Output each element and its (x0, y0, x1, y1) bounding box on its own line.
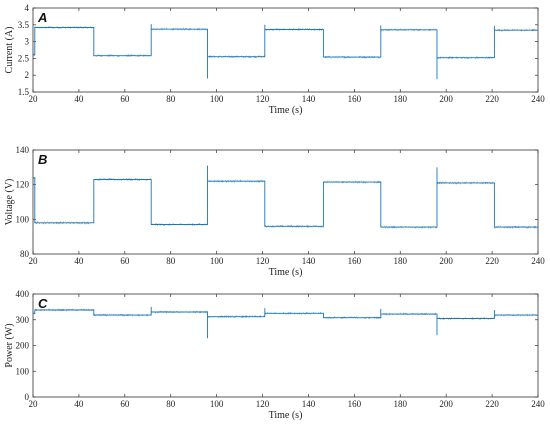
x-tick-label: 100 (210, 94, 224, 104)
x-tick-label: 140 (302, 399, 316, 409)
x-tick-label: 100 (210, 399, 224, 409)
y-tick-label: 3 (25, 37, 30, 47)
y-tick-label: 1.5 (18, 87, 30, 97)
y-tick-label: 0 (25, 392, 30, 402)
x-tick-label: 120 (256, 256, 270, 266)
series-line (33, 27, 538, 59)
x-tick-label: 220 (485, 399, 499, 409)
x-tick-label: 20 (29, 256, 39, 266)
plot-area (33, 24, 538, 80)
x-tick-label: 180 (394, 399, 408, 409)
x-tick-label: 200 (439, 94, 453, 104)
x-tick-label: 120 (256, 94, 270, 104)
y-tick-label: 140 (16, 145, 30, 155)
x-axis-label: Time (s) (269, 267, 303, 278)
y-axis-label: Voltage (V) (4, 179, 15, 226)
panel-c: 20 40 60 80 100 120 140 160 180 200 220 240 0 100 200 3… (4, 289, 545, 421)
plot-area (33, 165, 538, 229)
x-tick-label: 100 (210, 256, 224, 266)
x-tick-label: 20 (29, 399, 39, 409)
x-tick-label: 140 (302, 256, 316, 266)
x-tick-label: 60 (120, 256, 130, 266)
x-tick-label: 140 (302, 94, 316, 104)
plot-frame (32, 293, 539, 398)
x-tick-label: 160 (348, 256, 362, 266)
y-tick-label: 120 (16, 180, 30, 190)
x-tick-label: 40 (74, 399, 84, 409)
y-tick-label: 2.5 (18, 53, 30, 63)
x-tick-label: 80 (166, 256, 176, 266)
x-tick-label: 200 (439, 399, 453, 409)
series-line (33, 309, 538, 319)
y-tick-label: 80 (20, 249, 30, 259)
series-line (33, 177, 538, 228)
x-tick-label: 80 (166, 94, 176, 104)
x-tick-label: 40 (74, 94, 84, 104)
x-tick-label: 220 (485, 94, 499, 104)
y-tick-label: 300 (16, 315, 30, 325)
y-tick-label: 400 (16, 289, 30, 299)
x-axis-label: Time (s) (269, 105, 303, 116)
x-tick-label: 120 (256, 399, 270, 409)
x-tick-label: 240 (531, 399, 545, 409)
y-axis-label: Power (W) (4, 323, 15, 367)
plot-frame (32, 7, 539, 93)
panel-letter: C (38, 296, 48, 311)
y-tick-label: 100 (16, 214, 30, 224)
panel-letter: A (37, 10, 47, 25)
x-tick-label: 20 (29, 94, 39, 104)
y-axis-label: Current (A) (4, 27, 15, 74)
x-tick-label: 60 (120, 94, 130, 104)
x-tick-label: 240 (531, 94, 545, 104)
y-tick-label: 4 (25, 3, 30, 13)
y-tick-label: 200 (16, 341, 30, 351)
panel-letter: B (38, 152, 47, 167)
x-tick-label: 200 (439, 256, 453, 266)
x-tick-label: 180 (394, 256, 408, 266)
y-tick-label: 100 (16, 366, 30, 376)
y-tick-label: 2 (25, 70, 30, 80)
x-tick-label: 60 (120, 399, 130, 409)
x-tick-label: 240 (531, 256, 545, 266)
panel-b: 20 40 60 80 100 120 140 160 180 200 220 240 80 100 120… (4, 145, 545, 278)
x-tick-label: 180 (394, 94, 408, 104)
x-tick-label: 80 (166, 399, 176, 409)
y-tick-label: 3.5 (18, 20, 30, 30)
x-tick-label: 40 (74, 256, 84, 266)
x-tick-label: 160 (348, 94, 362, 104)
x-tick-label: 160 (348, 399, 362, 409)
panel-a: 20 40 60 80 100 120 140 160 180 200 220 240 1.5 2 2.5 3… (4, 3, 545, 116)
x-axis-label: Time (s) (269, 410, 303, 421)
plot-frame (32, 149, 539, 255)
x-tick-label: 220 (485, 256, 499, 266)
